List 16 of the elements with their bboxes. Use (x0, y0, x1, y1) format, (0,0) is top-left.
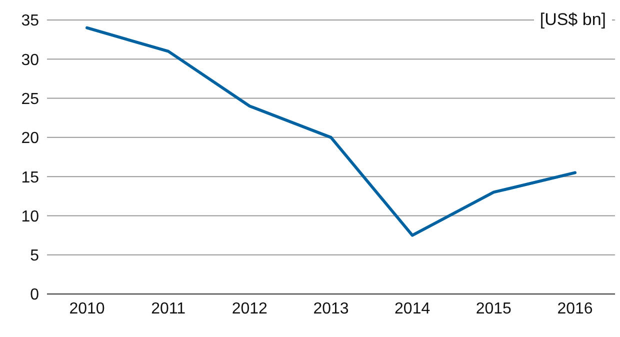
x-tick-label: 2013 (313, 300, 349, 318)
y-tick-label: 20 (21, 130, 40, 148)
x-tick-label: 2011 (151, 300, 186, 318)
x-tick-label: 2012 (232, 300, 268, 318)
y-tick-label: 35 (21, 12, 40, 30)
y-tick-label: 25 (21, 90, 40, 108)
x-tick-label: 2016 (557, 300, 593, 318)
y-tick-label: 0 (30, 286, 40, 304)
y-tick-label: 30 (21, 52, 40, 69)
y-tick-label: 5 (30, 248, 40, 265)
x-tick-label: 2015 (476, 300, 512, 318)
x-tick-label: 2010 (69, 300, 105, 318)
y-tick-label: 15 (21, 169, 40, 186)
y-tick-label: 10 (21, 208, 40, 226)
x-tick-label: 2014 (394, 300, 430, 318)
y-axis-title: [US$ bn] (534, 10, 612, 30)
